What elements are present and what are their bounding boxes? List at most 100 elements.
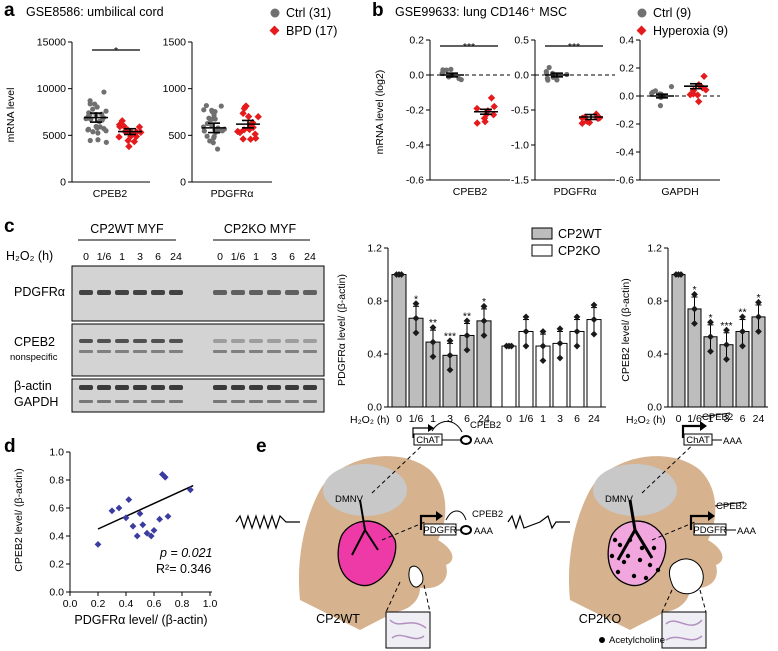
data-point <box>695 97 703 106</box>
panel-label: e <box>256 436 267 457</box>
dashed-link <box>371 437 431 494</box>
band-actin <box>169 385 183 390</box>
sig-label: ** <box>463 311 471 323</box>
y-tick-label: 0.2 <box>619 63 634 75</box>
x-tick-label: 1/6 <box>519 413 534 425</box>
row-label-gapdh: GAPDH <box>14 395 58 409</box>
band-actin <box>151 385 165 390</box>
x-tick-label: 24 <box>478 413 490 425</box>
y-tick-label: -0.2 <box>406 105 424 117</box>
promoter-arrow <box>419 514 436 530</box>
band-cpeb2 <box>169 339 183 343</box>
band-cpeb2 <box>249 339 263 343</box>
band-pdgfra <box>267 290 281 295</box>
band-nonspecific <box>115 350 129 353</box>
data-point <box>125 496 133 503</box>
legend-bpd: BPD (17) <box>286 24 337 38</box>
legend-wt-swatch <box>531 227 553 240</box>
band-nonspecific <box>97 350 111 353</box>
data-point <box>214 146 221 152</box>
lung-ko <box>607 520 667 587</box>
band-gapdh <box>285 400 299 403</box>
dmnv-label: DMNV <box>605 494 634 505</box>
dashed-link <box>641 437 701 494</box>
panel-b: b GSE99633: lung CD146⁺ MSC mRNA level (… <box>372 0 728 198</box>
axes <box>71 42 150 183</box>
band-actin <box>79 385 93 390</box>
data-point <box>139 521 147 529</box>
brain <box>593 464 677 516</box>
band-pdgfra <box>231 290 245 295</box>
strike <box>700 412 731 418</box>
data-point <box>657 103 664 109</box>
data-point <box>218 103 224 109</box>
brain <box>323 464 407 516</box>
data-point <box>480 302 488 310</box>
histology-wt <box>385 611 431 649</box>
x-axis-label: H₂O₂ (h) <box>350 414 390 426</box>
data-point <box>239 135 247 143</box>
data-point <box>244 112 253 121</box>
stimulus-wave <box>235 514 300 530</box>
lane-label: 1 <box>119 251 125 263</box>
x-tick-label: 0 <box>676 413 682 425</box>
blot-actin <box>71 378 325 413</box>
data-point <box>240 104 249 113</box>
sig-label: *** <box>720 320 732 332</box>
data-point <box>545 77 551 83</box>
strike <box>714 501 745 507</box>
panel-title: GSE99633: lung CD146⁺ MSC <box>395 5 567 19</box>
data-point <box>398 271 405 278</box>
panel-e: e DMNV ChAT AAA CPEB2 PDGFR <box>235 412 757 649</box>
acetylcholine-dot <box>617 542 623 548</box>
acetylcholine-dot <box>647 562 653 568</box>
data-point <box>546 64 552 71</box>
data-point <box>94 541 102 548</box>
panel-a: a GSE8586: umbilical cord mRNA level Ctr… <box>4 0 337 200</box>
band-cpeb2 <box>285 339 299 343</box>
blot-pdgfra <box>71 265 325 322</box>
y-tick-label: 0.4 <box>619 35 634 47</box>
x-tick-label: 0 <box>396 413 402 425</box>
band-gapdh <box>267 400 281 403</box>
data-point <box>94 104 100 110</box>
x-tick-label: 6 <box>464 413 470 425</box>
bar <box>671 274 686 408</box>
legend-ko: CP2KO <box>558 244 601 258</box>
x-category: GAPDH <box>661 186 698 198</box>
band-gapdh <box>151 400 165 403</box>
y-tick-label: -0.6 <box>406 175 424 187</box>
x-tick-label: 0 <box>506 413 512 425</box>
lane-label: 1/6 <box>97 251 112 263</box>
legend-bpd-marker <box>269 25 280 36</box>
data-point <box>489 111 498 119</box>
alveoli <box>408 565 424 588</box>
promoter-arrow <box>412 427 428 438</box>
sig-label: *** <box>568 41 580 53</box>
cpeb-label: CPEB2 <box>470 420 501 431</box>
band-nonspecific <box>151 350 165 353</box>
panel-label: b <box>372 0 384 21</box>
promoter-arrow <box>681 424 700 438</box>
y-tick-label: -1.5 <box>511 175 529 187</box>
aaa: AAA <box>474 436 494 447</box>
x-tick-label: 1 <box>708 413 714 425</box>
chart-c-cpeb2: CPEB2 level/ (β-actin) 0.0 0.4 0.8 1.2 0 * 1/… <box>620 243 768 426</box>
cpeb-label-struck: CPEB2 <box>716 501 747 512</box>
dashed-link <box>651 521 696 541</box>
band-cpeb2 <box>115 339 129 343</box>
axes <box>429 40 510 181</box>
cpeb-bound <box>460 435 472 445</box>
acetylcholine-dot <box>639 545 645 551</box>
stimulus-wave <box>507 514 570 530</box>
axes <box>639 40 720 181</box>
data-point <box>85 127 91 133</box>
aaa: AAA <box>474 526 494 537</box>
data-point <box>103 139 109 145</box>
acetylcholine-dot <box>609 553 615 559</box>
band-pdgfra <box>151 290 165 295</box>
band-pdgfra <box>133 290 147 295</box>
data-point <box>446 366 454 374</box>
band-actin <box>213 385 227 390</box>
